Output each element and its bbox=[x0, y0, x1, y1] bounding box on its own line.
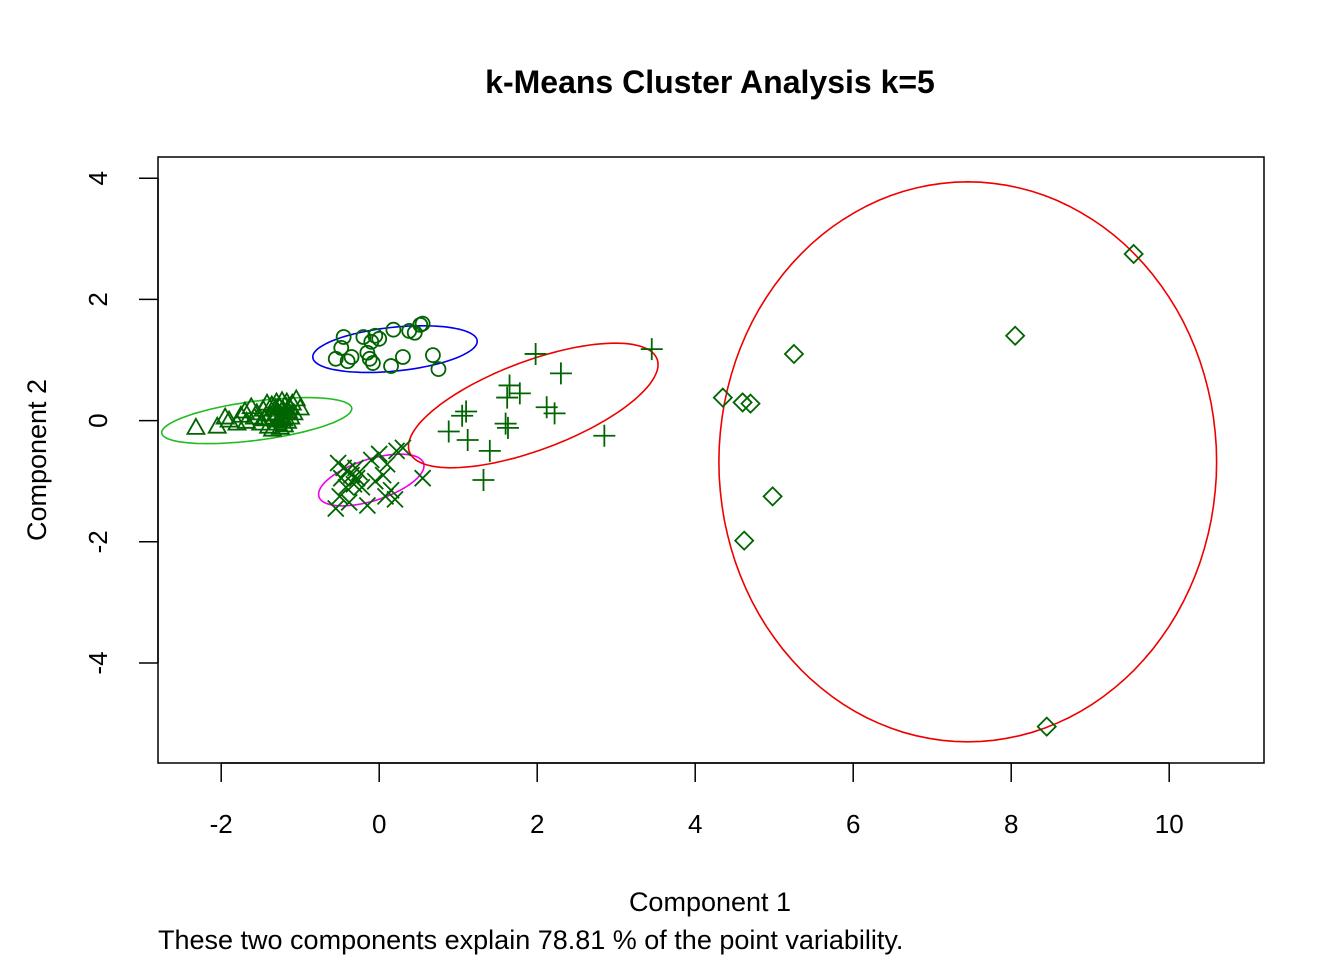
cluster-3-ellipse bbox=[317, 453, 425, 507]
cluster-4-point bbox=[549, 362, 572, 385]
cluster-2-point bbox=[425, 347, 441, 364]
cluster-3-point bbox=[340, 493, 358, 512]
x-axis-label: Component 1 bbox=[629, 887, 791, 917]
cluster-3-point bbox=[382, 481, 400, 499]
x-tick-label: 10 bbox=[1155, 809, 1184, 839]
cluster-3-point bbox=[362, 451, 380, 469]
cluster-5-ellipse bbox=[718, 180, 1218, 743]
cluster-1-point bbox=[270, 417, 291, 435]
cluster-2-point bbox=[343, 349, 360, 365]
cluster-2-point bbox=[406, 324, 423, 341]
cluster-4-point bbox=[456, 429, 479, 452]
cluster-4-point bbox=[472, 468, 495, 491]
y-tick-label: 4 bbox=[83, 171, 113, 185]
chart-title: k-Means Cluster Analysis k=5 bbox=[485, 64, 935, 100]
cluster-3-point bbox=[327, 499, 345, 518]
cluster-2-point bbox=[430, 361, 447, 378]
cluster-3-point bbox=[387, 442, 406, 460]
cluster-ellipses bbox=[160, 180, 1218, 743]
cluster-2-point bbox=[333, 339, 350, 356]
y-tick-label: -2 bbox=[83, 530, 113, 553]
cluster-1-point bbox=[246, 402, 267, 421]
cluster-5-point bbox=[732, 392, 753, 413]
x-tick-label: 8 bbox=[1004, 809, 1018, 839]
cluster-3-point bbox=[374, 466, 392, 484]
cluster-5-point bbox=[783, 343, 805, 365]
y-tick-label: -4 bbox=[83, 651, 113, 674]
cluster-2-point bbox=[385, 321, 402, 338]
cluster-3-point bbox=[386, 490, 404, 509]
cluster-1-point bbox=[215, 406, 236, 425]
cluster-2-point bbox=[361, 350, 378, 367]
cluster-2-point bbox=[414, 315, 431, 332]
cluster-5-point bbox=[1004, 325, 1026, 347]
cluster-2-point bbox=[371, 330, 388, 347]
cluster-3-point bbox=[370, 445, 388, 463]
cluster-2-ellipse bbox=[311, 325, 479, 374]
cluster-5-point bbox=[762, 486, 783, 507]
cluster-2-point bbox=[394, 349, 411, 365]
cluster-4-point bbox=[494, 412, 517, 435]
cluster-1-point bbox=[250, 412, 271, 431]
cluster-2-point bbox=[364, 355, 381, 371]
x-tick-label: 6 bbox=[846, 809, 860, 839]
x-axis: -2 0 2 4 6 8 10 bbox=[210, 762, 1184, 839]
cluster-4-point bbox=[455, 400, 478, 423]
cluster-4-point bbox=[496, 416, 519, 439]
x-tick-label: -2 bbox=[210, 809, 233, 839]
cluster-5-point bbox=[733, 530, 755, 551]
cluster-2-point bbox=[355, 329, 372, 345]
cluster-3-point bbox=[414, 469, 432, 487]
cluster-2-point bbox=[367, 327, 384, 344]
y-axis: -4 -2 0 2 4 bbox=[83, 171, 159, 675]
cluster-2-point bbox=[339, 353, 356, 370]
y-axis-label: Component 2 bbox=[22, 379, 52, 541]
cluster-1-point bbox=[283, 402, 304, 421]
cluster-4-point bbox=[640, 338, 663, 361]
x-tick-label: 2 bbox=[530, 809, 544, 839]
cluster-3-point bbox=[394, 439, 412, 457]
cluster-3-point bbox=[358, 496, 376, 515]
x-tick-label: 4 bbox=[688, 809, 702, 839]
y-tick-label: 0 bbox=[83, 413, 113, 427]
cluster-1-point bbox=[185, 417, 206, 435]
cluster-5-point bbox=[1036, 716, 1058, 737]
cluster-1-point bbox=[290, 397, 311, 416]
cluster-3-point bbox=[331, 487, 349, 505]
y-tick-label: 2 bbox=[83, 292, 113, 306]
cluster-4-point bbox=[478, 439, 501, 462]
cluster-1-point bbox=[207, 415, 228, 434]
cluster-3-point bbox=[348, 469, 366, 487]
cluster-4-point bbox=[524, 342, 547, 365]
cluster-1-point bbox=[258, 415, 279, 434]
cluster-4-point bbox=[496, 386, 519, 409]
cluster-4-point bbox=[593, 424, 616, 447]
x-tick-label: 0 bbox=[372, 809, 386, 839]
cluster-5-point bbox=[740, 393, 761, 414]
cluster-4-point bbox=[437, 420, 460, 443]
cluster-2-point bbox=[335, 329, 352, 345]
cluster-3-point bbox=[366, 472, 384, 490]
cluster-3-point bbox=[378, 455, 396, 473]
cluster-1-point bbox=[236, 410, 257, 429]
chart-subtitle: These two components explain 78.81 % of … bbox=[158, 925, 903, 955]
cluster-1-point bbox=[282, 392, 303, 411]
cluster-5-point bbox=[1123, 243, 1144, 265]
cluster-4-point bbox=[451, 404, 474, 427]
cluster-3-point bbox=[332, 469, 350, 487]
cluster-3-point bbox=[353, 478, 371, 496]
cluster-1-point bbox=[234, 400, 255, 419]
cluster-5-point bbox=[712, 387, 734, 408]
cluster-4-point bbox=[508, 382, 531, 405]
cluster-points bbox=[185, 243, 1144, 737]
cluster-2-point bbox=[383, 358, 399, 374]
plot-frame bbox=[157, 156, 1265, 764]
cluster-4-point bbox=[543, 402, 566, 425]
